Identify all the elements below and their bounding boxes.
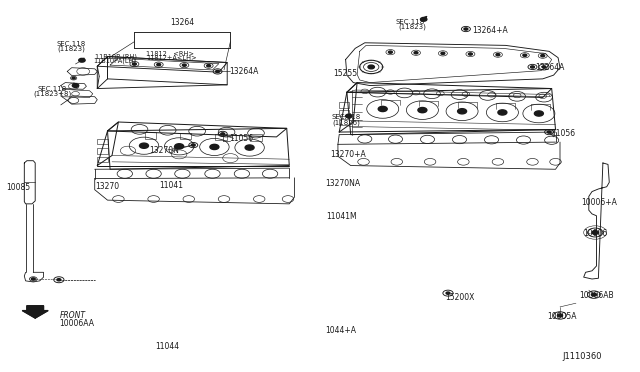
Text: 13264+A: 13264+A <box>472 26 508 35</box>
Circle shape <box>207 65 211 67</box>
Circle shape <box>547 131 551 133</box>
Text: 10006: 10006 <box>584 229 608 238</box>
Bar <box>97 148 108 154</box>
Circle shape <box>420 17 427 21</box>
Text: 11041: 11041 <box>159 182 183 190</box>
Text: SEC.118: SEC.118 <box>332 114 361 120</box>
Circle shape <box>468 53 472 55</box>
Bar <box>339 102 349 108</box>
Circle shape <box>157 64 161 66</box>
Text: 10006+A: 10006+A <box>581 198 617 207</box>
Circle shape <box>441 52 445 54</box>
Text: 11056: 11056 <box>229 134 253 143</box>
Circle shape <box>346 114 352 118</box>
Text: 10006AB: 10006AB <box>579 291 614 300</box>
Circle shape <box>378 106 387 112</box>
Circle shape <box>31 278 35 280</box>
Text: 15200X: 15200X <box>445 293 474 302</box>
Circle shape <box>592 231 598 234</box>
Circle shape <box>557 314 563 317</box>
Circle shape <box>140 143 148 148</box>
Bar <box>97 139 108 144</box>
Text: (11826): (11826) <box>333 119 361 126</box>
Bar <box>339 119 349 125</box>
Circle shape <box>72 77 76 79</box>
Circle shape <box>531 66 534 68</box>
Circle shape <box>245 145 254 150</box>
Circle shape <box>175 144 184 149</box>
Text: 11B10PA(LH): 11B10PA(LH) <box>93 58 136 64</box>
Circle shape <box>388 51 392 53</box>
Circle shape <box>210 144 219 150</box>
Bar <box>339 110 349 116</box>
Circle shape <box>221 133 225 135</box>
Text: 11812+A<LH>: 11812+A<LH> <box>146 55 196 61</box>
Circle shape <box>464 28 468 30</box>
Circle shape <box>368 65 374 69</box>
Text: 13264: 13264 <box>170 18 195 27</box>
Circle shape <box>542 66 546 68</box>
Text: 15255: 15255 <box>333 69 357 78</box>
Circle shape <box>498 110 507 115</box>
Circle shape <box>191 144 195 146</box>
Circle shape <box>541 55 545 57</box>
Circle shape <box>216 70 220 73</box>
Circle shape <box>523 54 527 57</box>
Text: (11823): (11823) <box>398 23 426 30</box>
Text: 13270+A: 13270+A <box>330 150 366 159</box>
Text: FRONT: FRONT <box>60 311 86 320</box>
Circle shape <box>446 292 450 294</box>
Circle shape <box>182 64 186 66</box>
Text: 13270: 13270 <box>95 182 119 191</box>
Circle shape <box>72 84 79 87</box>
Circle shape <box>496 54 500 56</box>
Polygon shape <box>22 306 48 318</box>
Circle shape <box>418 108 427 113</box>
Text: (11823+8): (11823+8) <box>33 90 72 97</box>
Text: 10006AA: 10006AA <box>60 319 95 328</box>
Circle shape <box>414 52 418 54</box>
Text: 11B10P (RH): 11B10P (RH) <box>95 53 137 60</box>
Text: 11044: 11044 <box>155 342 179 351</box>
Circle shape <box>534 111 543 116</box>
Text: 10005A: 10005A <box>547 312 577 321</box>
Text: SEC.118: SEC.118 <box>396 19 425 25</box>
Text: 13264A: 13264A <box>535 63 564 72</box>
Text: (11823): (11823) <box>58 46 86 52</box>
Text: 11812   <RH>: 11812 <RH> <box>146 51 194 57</box>
Text: 13264A: 13264A <box>229 67 259 76</box>
Text: SEC.118: SEC.118 <box>56 41 86 47</box>
Text: 13270NA: 13270NA <box>325 179 360 187</box>
Text: SEC.118: SEC.118 <box>37 86 67 92</box>
Bar <box>97 157 108 162</box>
Circle shape <box>591 293 596 296</box>
Circle shape <box>132 63 136 65</box>
Circle shape <box>458 109 467 114</box>
Text: 13270N: 13270N <box>149 146 179 155</box>
Circle shape <box>57 279 61 281</box>
Text: J1110360: J1110360 <box>562 352 602 361</box>
Text: 11041M: 11041M <box>326 212 357 221</box>
Circle shape <box>79 58 85 62</box>
Text: 1044+A: 1044+A <box>325 326 356 335</box>
Text: 11056: 11056 <box>552 129 576 138</box>
Text: 10085: 10085 <box>6 183 31 192</box>
